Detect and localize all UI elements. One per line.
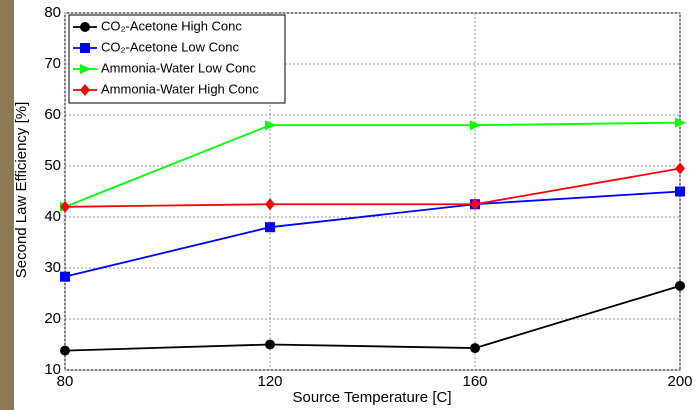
- marker: [60, 271, 70, 282]
- marker: [675, 117, 686, 128]
- series-line: [64, 284, 681, 352]
- x-tick-label: 80: [57, 373, 74, 390]
- series-line: [64, 167, 681, 208]
- y-tick-label: 40: [44, 208, 61, 225]
- marker: [265, 222, 275, 233]
- marker: [80, 22, 90, 32]
- marker: [470, 120, 481, 131]
- legend-label: CO₂-Acetone High Conc: [101, 18, 242, 33]
- x-tick-label: 200: [667, 373, 692, 390]
- x-axis-label: Source Temperature [C]: [293, 389, 452, 406]
- marker: [265, 339, 275, 350]
- marker: [675, 162, 685, 175]
- legend-label: Ammonia-Water Low Conc: [101, 60, 256, 75]
- marker: [675, 280, 685, 291]
- y-tick-label: 80: [44, 4, 61, 21]
- marker: [60, 345, 70, 356]
- marker: [80, 43, 90, 53]
- y-tick-label: 70: [44, 55, 61, 72]
- legend-label: CO₂-Acetone Low Conc: [101, 39, 239, 54]
- marker: [265, 198, 275, 211]
- y-tick-label: 30: [44, 259, 61, 276]
- marker: [470, 198, 480, 211]
- legend: CO₂-Acetone High Conc CO₂-Acetone Low Con…: [68, 14, 286, 104]
- marker: [80, 64, 91, 74]
- marker: [470, 343, 480, 354]
- x-tick-label: 120: [257, 373, 282, 390]
- y-tick-label: 20: [44, 310, 61, 327]
- marker: [675, 186, 685, 197]
- y-axis-label: Second Law Efficiency [%]: [13, 102, 30, 278]
- x-tick-label: 160: [462, 373, 487, 390]
- background-photo: [0, 0, 14, 410]
- series-line: [64, 190, 681, 278]
- legend-box: [68, 14, 286, 104]
- series-line: [64, 121, 681, 208]
- marker: [60, 200, 70, 213]
- legend-label: Ammonia-Water High Conc: [101, 81, 259, 96]
- y-tick-label: 60: [44, 106, 61, 123]
- y-tick-label: 10: [44, 361, 61, 378]
- marker: [80, 84, 90, 96]
- marker: [265, 120, 276, 131]
- y-tick-label: 50: [44, 157, 61, 174]
